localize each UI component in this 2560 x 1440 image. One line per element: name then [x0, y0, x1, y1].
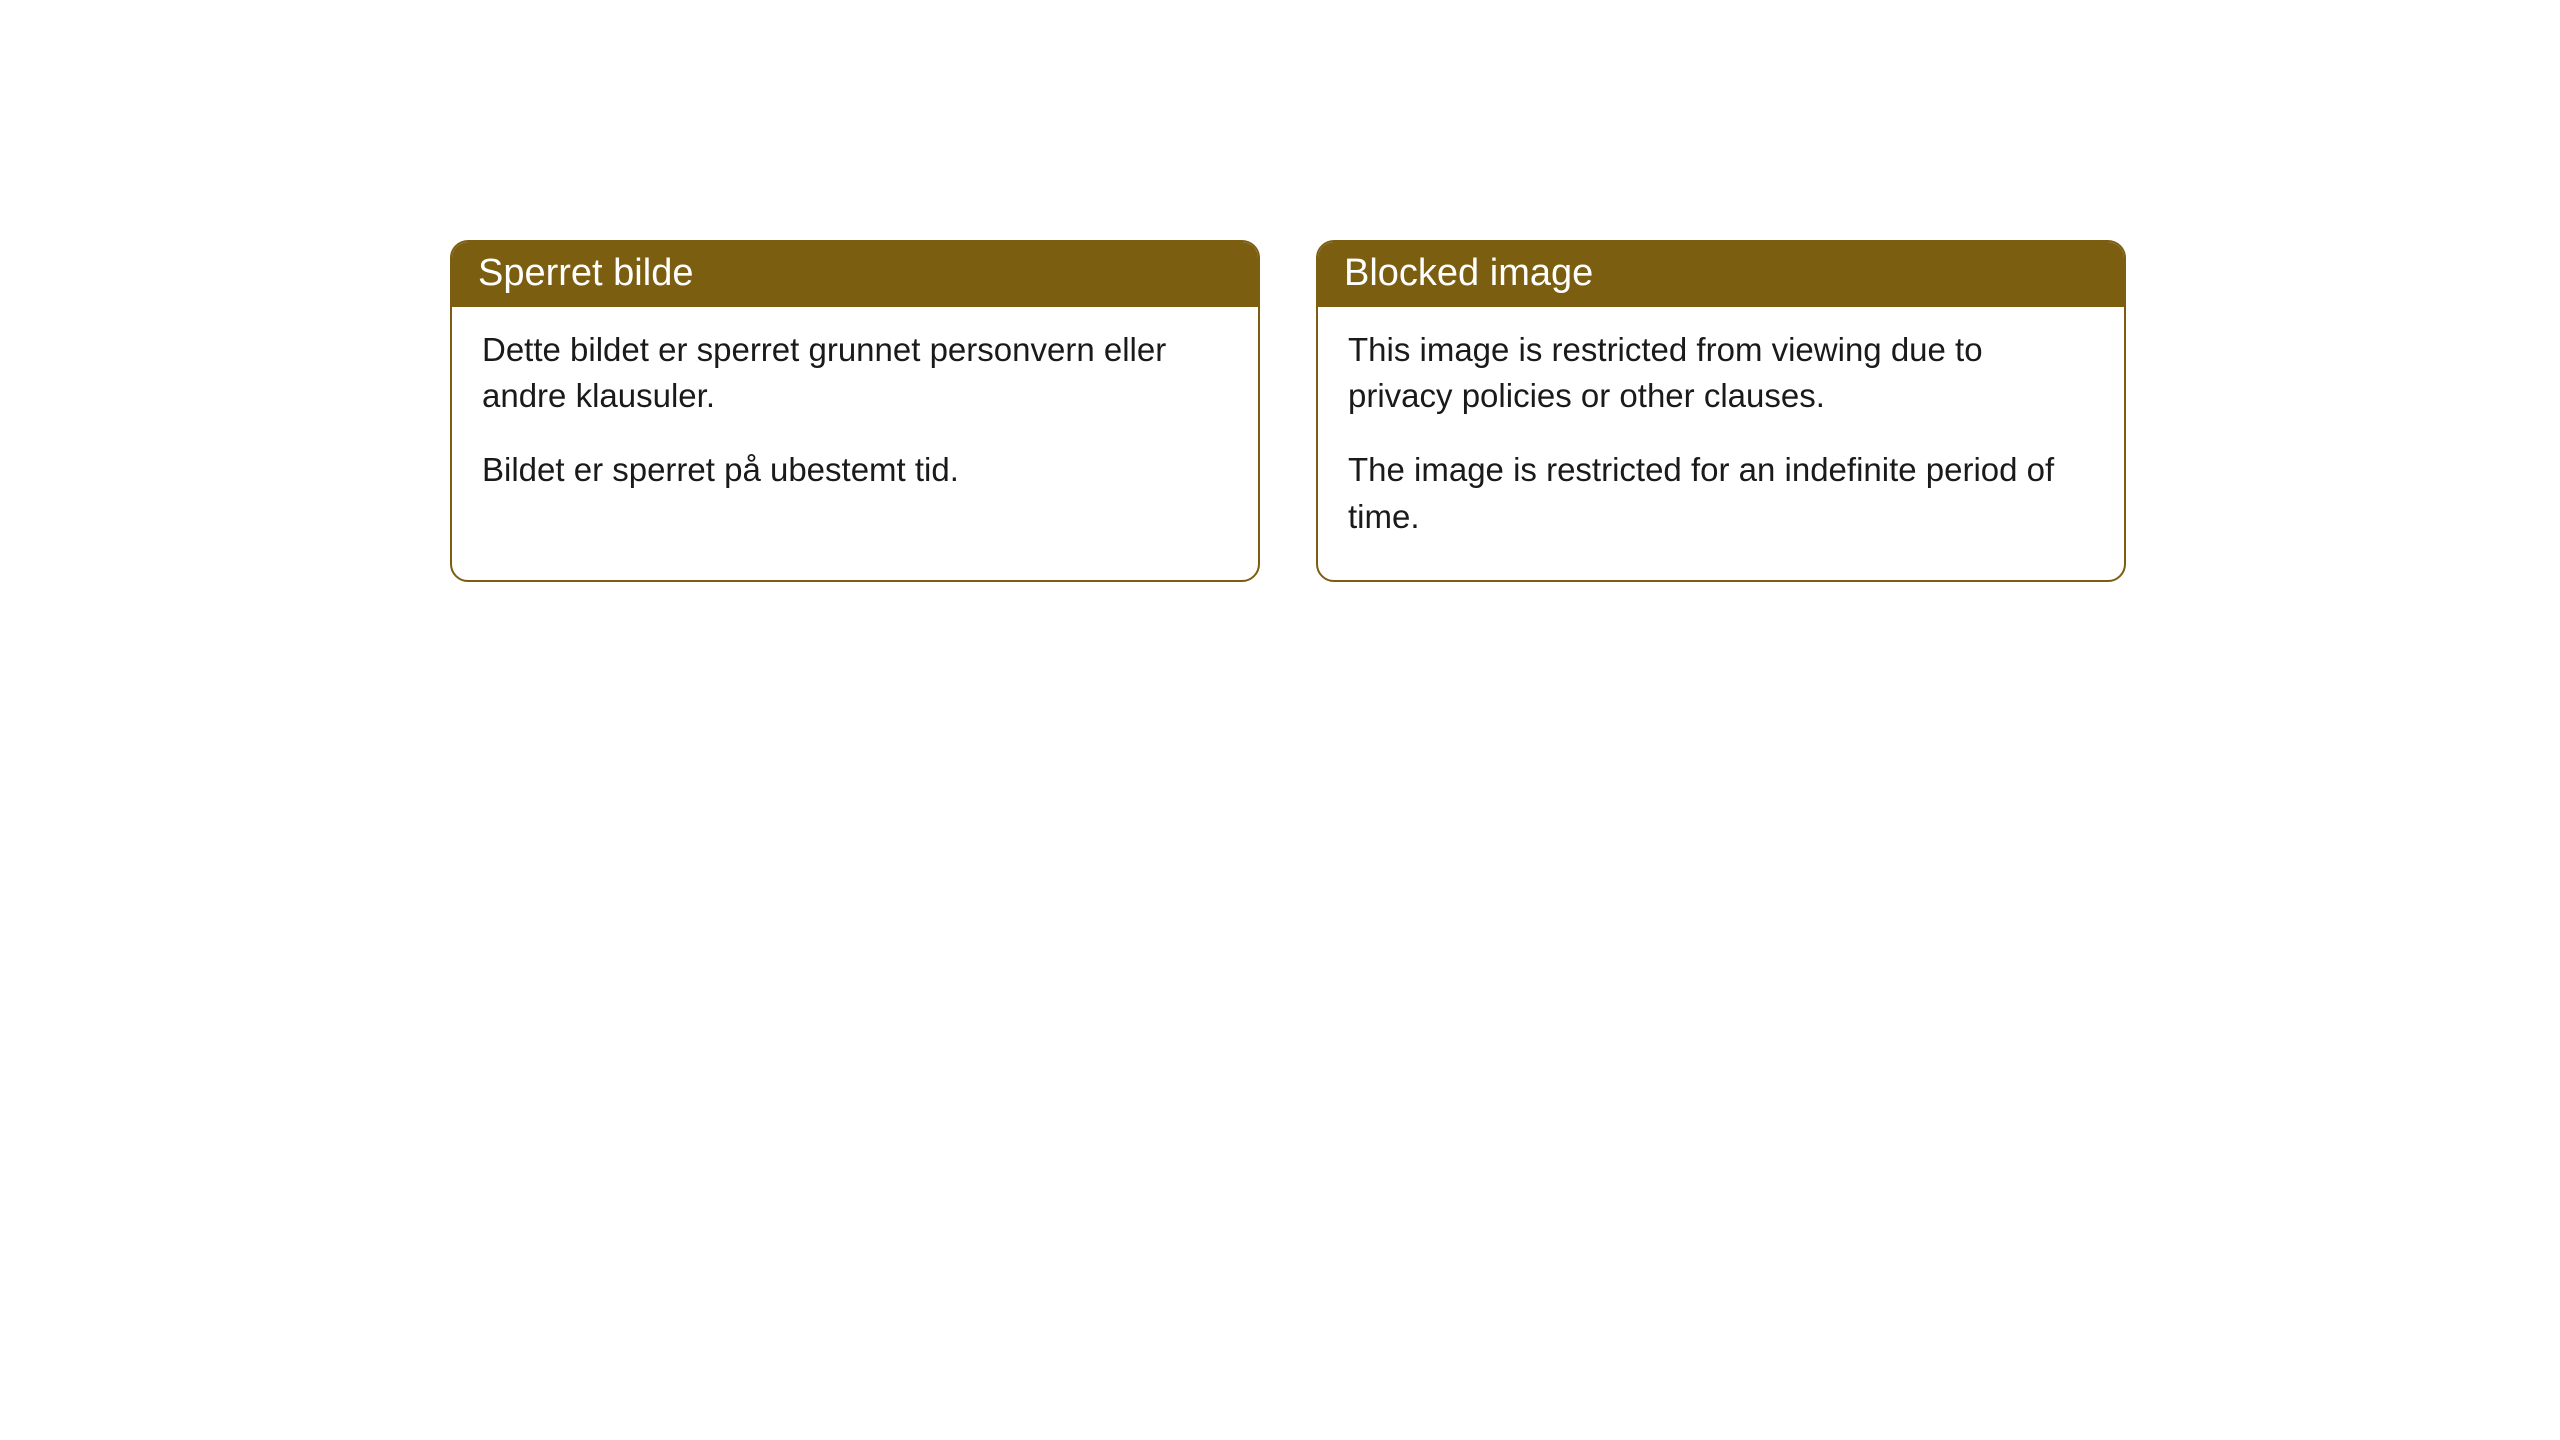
card-text-en-2: The image is restricted for an indefinit…	[1348, 447, 2094, 539]
card-body-en: This image is restricted from viewing du…	[1318, 307, 2124, 580]
card-text-no-2: Bildet er sperret på ubestemt tid.	[482, 447, 1228, 493]
blocked-image-card-en: Blocked image This image is restricted f…	[1316, 240, 2126, 582]
notice-container: Sperret bilde Dette bildet er sperret gr…	[0, 0, 2560, 582]
card-header-no: Sperret bilde	[452, 242, 1258, 307]
card-text-no-1: Dette bildet er sperret grunnet personve…	[482, 327, 1228, 419]
card-header-en: Blocked image	[1318, 242, 2124, 307]
card-text-en-1: This image is restricted from viewing du…	[1348, 327, 2094, 419]
blocked-image-card-no: Sperret bilde Dette bildet er sperret gr…	[450, 240, 1260, 582]
card-body-no: Dette bildet er sperret grunnet personve…	[452, 307, 1258, 534]
